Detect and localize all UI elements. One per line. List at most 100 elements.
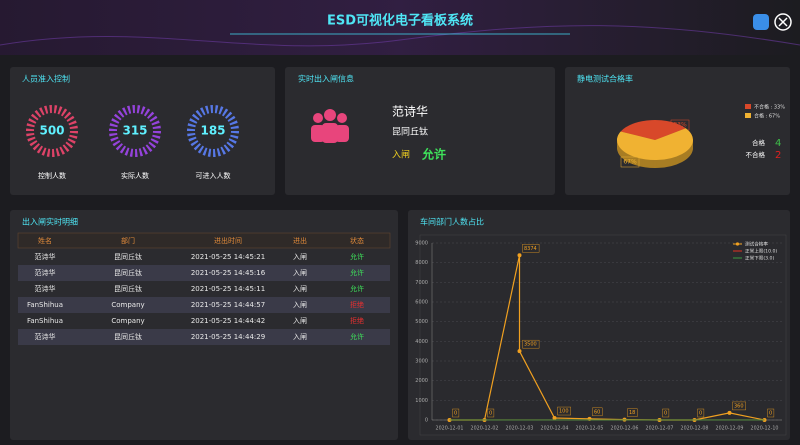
- gauge-label: 实际人数: [121, 171, 149, 180]
- pie-slice: [617, 128, 694, 160]
- gauge-value: 500: [39, 124, 64, 138]
- data-label: 0: [454, 411, 457, 417]
- y-tick-label: 7000: [415, 280, 428, 286]
- data-point: [727, 410, 732, 415]
- legend-label: 正常上限(10.0): [745, 248, 777, 255]
- data-label: 100: [559, 409, 569, 415]
- table-cell: 入闸: [293, 253, 307, 261]
- close-x: [778, 17, 788, 27]
- table-cell: 昆同丘钛: [114, 252, 142, 261]
- table-row: [18, 249, 390, 265]
- gate-department: 昆同丘钛: [392, 126, 428, 138]
- x-tick-label: 2020-12-10: [751, 426, 779, 432]
- table-cell: 入闸: [293, 285, 307, 293]
- y-tick-label: 0: [425, 418, 428, 424]
- legend-label: 测试合格率: [745, 241, 768, 248]
- table-header: 进出时间: [214, 236, 242, 245]
- data-label-box: [487, 408, 495, 418]
- people-icon: [311, 109, 349, 143]
- table-cell: 入闸: [293, 317, 307, 325]
- y-tick-label: 1000: [415, 398, 428, 404]
- count-label: 合格: [752, 138, 766, 147]
- table-cell: 2021-05-25 14:45:16: [191, 269, 266, 277]
- header-title: ESD可视化电子看板系统: [327, 13, 473, 29]
- pie-label-box: [670, 119, 690, 131]
- table-row: [18, 265, 390, 281]
- gauge-value: 315: [122, 124, 147, 138]
- x-tick-label: 2020-12-07: [646, 426, 674, 432]
- x-tick-label: 2020-12-08: [681, 426, 709, 432]
- data-label-box: [522, 339, 540, 349]
- data-label-box: [452, 408, 460, 418]
- table-row: [18, 281, 390, 297]
- data-label: 360: [734, 403, 744, 409]
- legend-label: 正常下限(3.0): [745, 255, 774, 262]
- gauge-ring: [26, 105, 78, 157]
- table-cell: 2021-05-25 14:45:11: [191, 285, 265, 293]
- table-cell: FanShihua: [27, 317, 63, 325]
- pie-label: 67%: [623, 159, 637, 166]
- legend-swatch: [745, 104, 751, 109]
- header-band: [0, 0, 800, 55]
- table-cell: 入闸: [293, 333, 307, 341]
- table-cell: 2021-05-25 14:44:57: [191, 301, 265, 309]
- count-value: 2: [775, 150, 781, 161]
- table-cell: 昆同丘钛: [114, 332, 142, 341]
- menu-icon[interactable]: [753, 14, 769, 30]
- gauge-core: [120, 116, 150, 146]
- table-cell: 入闸: [293, 301, 307, 309]
- table-header: 进出: [293, 236, 307, 245]
- table-header: 部门: [121, 236, 135, 245]
- table-row: [18, 313, 390, 329]
- panel-title: 车间部门人数占比: [420, 217, 484, 227]
- gauge-ring: [109, 105, 161, 157]
- table-cell: 2021-05-25 14:44:29: [191, 333, 265, 341]
- table-row: [18, 329, 390, 345]
- panel-title: 人员准入控制: [22, 74, 70, 84]
- table-cell: Company: [111, 317, 144, 325]
- gauge-core: [37, 116, 67, 146]
- chart-frame: [419, 234, 787, 436]
- x-tick-label: 2020-12-03: [506, 426, 534, 432]
- data-label: 8374: [524, 246, 537, 252]
- data-label-box: [592, 407, 603, 417]
- gauge-ring: [187, 105, 239, 157]
- y-tick-label: 5000: [415, 319, 428, 325]
- data-label: 0: [699, 411, 702, 417]
- x-tick-label: 2020-12-01: [436, 426, 464, 432]
- data-label: 18: [629, 410, 635, 416]
- table-cell: 允许: [350, 284, 364, 293]
- table-header-bg: [17, 232, 391, 249]
- table-cell: 拒绝: [350, 300, 364, 309]
- panel-title: 出入闸实时明细: [22, 217, 78, 227]
- legend-label: 合格 : 67%: [754, 113, 780, 120]
- table-cell: 允许: [350, 268, 364, 277]
- count-value: 4: [775, 138, 781, 149]
- panel-title: 静电测试合格率: [577, 74, 633, 84]
- legend-label: 不合格 : 33%: [754, 104, 785, 111]
- close-icon[interactable]: [774, 13, 792, 31]
- data-label: 0: [664, 411, 667, 417]
- gauge-label: 可进入人数: [196, 171, 231, 180]
- panel: [285, 67, 555, 195]
- x-tick-label: 2020-12-06: [611, 426, 639, 432]
- data-point: [517, 349, 522, 354]
- table-cell: FanShihua: [27, 301, 63, 309]
- gauge-value: 185: [200, 124, 225, 138]
- data-label-box: [767, 408, 775, 418]
- table-row: [18, 297, 390, 313]
- table-cell: 2021-05-25 14:44:42: [191, 317, 265, 325]
- pie-label-box: [620, 156, 640, 168]
- data-label-box: [662, 408, 670, 418]
- y-tick-label: 4000: [415, 339, 428, 345]
- data-label-box: [557, 406, 571, 416]
- table-cell: Company: [111, 301, 144, 309]
- panel-title: 实时出入闸信息: [298, 74, 354, 84]
- table-cell: 拒绝: [350, 316, 364, 325]
- table-cell: 范诗华: [35, 268, 56, 277]
- table-cell: 范诗华: [35, 252, 56, 261]
- header-icons: [753, 13, 792, 31]
- data-label-box: [627, 408, 638, 417]
- gate-direction: 入闸: [392, 150, 410, 161]
- x-tick-label: 2020-12-04: [541, 426, 569, 432]
